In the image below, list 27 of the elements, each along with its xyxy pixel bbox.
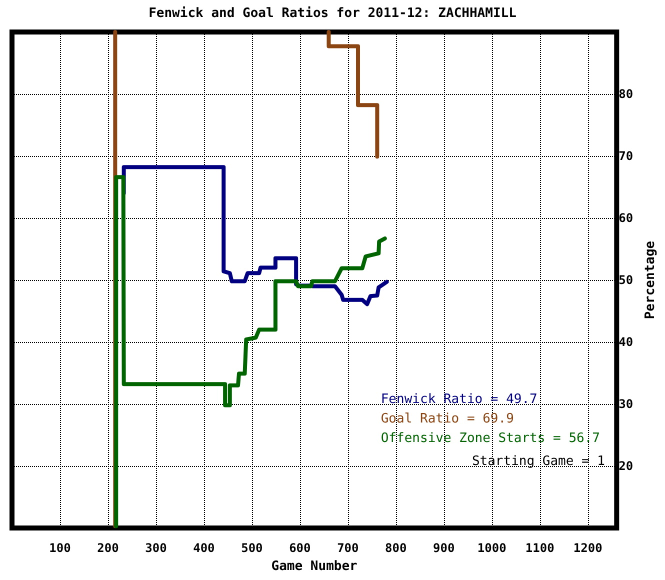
x-tick-label: 500	[241, 541, 263, 555]
text: Goal Ratio = 69.9	[380, 412, 514, 426]
y-tick-label: 50	[618, 273, 634, 287]
text: Fenwick Ratio = 49.7	[380, 392, 538, 407]
y-tick-label: 30	[618, 397, 634, 411]
y-tick-label: 80	[618, 87, 634, 101]
x-tick-label: 1100	[525, 541, 554, 555]
y-tick-label: 20	[618, 459, 634, 473]
y-axis-title: Percentage	[643, 240, 658, 320]
chart-title: Fenwick and Goal Ratios for 2011-12: ZACHHAMILL	[148, 6, 517, 21]
x-axis-title: Game Number	[271, 559, 358, 574]
x-tick-label: 600	[289, 541, 311, 555]
x-tick-label: 300	[145, 541, 167, 555]
x-tick-label: 700	[337, 541, 359, 555]
line-series	[122, 165, 389, 306]
y-tick-label: 40	[618, 335, 634, 349]
x-tick-label: 900	[433, 541, 455, 555]
x-tick-label: 100	[49, 541, 71, 555]
x-tick-label: 1000	[477, 541, 506, 555]
text: Offensive Zone Starts = 56.7	[380, 431, 600, 446]
x-tick-label: 800	[385, 541, 407, 555]
y-tick-label: 60	[618, 211, 634, 225]
y-tick-label: 70	[618, 149, 634, 163]
x-tick-label: 200	[97, 541, 119, 555]
x-tick-label: 400	[193, 541, 215, 555]
x-tick-label: 1200	[573, 541, 602, 555]
annotation: Starting Game = 1	[472, 454, 606, 469]
